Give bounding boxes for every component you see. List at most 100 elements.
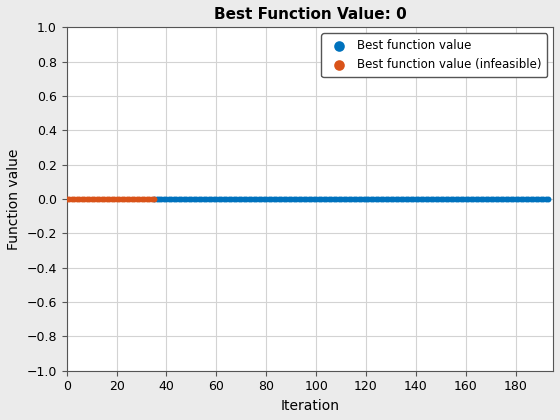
- Best function value (infeasible): [115, 196, 124, 202]
- Best function value: [162, 196, 171, 202]
- Best function value: [170, 196, 179, 202]
- Best function value: [334, 196, 343, 202]
- Best function value: [264, 196, 273, 202]
- Best function value: [254, 196, 263, 202]
- Best function value: [409, 196, 418, 202]
- Best function value: [299, 196, 308, 202]
- Best function value: [469, 196, 478, 202]
- Best function value: [371, 196, 380, 202]
- Best function value: [362, 196, 371, 202]
- Best function value (infeasible): [62, 196, 71, 202]
- Best function value: [479, 196, 488, 202]
- Best function value: [289, 196, 298, 202]
- Best function value (infeasible): [132, 196, 141, 202]
- Best function value: [202, 196, 211, 202]
- Best function value: [282, 196, 291, 202]
- Best function value: [421, 196, 430, 202]
- Best function value: [337, 196, 346, 202]
- Best function value: [197, 196, 206, 202]
- Best function value: [519, 196, 528, 202]
- Best function value: [187, 196, 196, 202]
- Best function value (infeasible): [137, 196, 146, 202]
- Best function value: [454, 196, 463, 202]
- Best function value: [456, 196, 465, 202]
- Best function value: [199, 196, 208, 202]
- Best function value: [366, 196, 375, 202]
- Best function value: [506, 196, 515, 202]
- Best function value: [412, 196, 421, 202]
- Best function value: [272, 196, 281, 202]
- Best function value: [326, 196, 335, 202]
- Best function value: [369, 196, 378, 202]
- Best function value: [441, 196, 450, 202]
- Best function value (infeasible): [87, 196, 96, 202]
- Best function value: [294, 196, 303, 202]
- Best function value: [501, 196, 510, 202]
- Best function value: [521, 196, 530, 202]
- Best function value: [466, 196, 475, 202]
- Best function value: [339, 196, 348, 202]
- Best function value (infeasible): [122, 196, 131, 202]
- Best function value: [321, 196, 330, 202]
- Best function value: [234, 196, 243, 202]
- Best function value: [402, 196, 410, 202]
- Best function value: [312, 196, 321, 202]
- Best function value: [207, 196, 216, 202]
- Best function value: [476, 196, 485, 202]
- Best function value: [417, 196, 426, 202]
- Best function value (infeasible): [100, 196, 109, 202]
- Best function value: [449, 196, 458, 202]
- Best function value: [284, 196, 293, 202]
- Best function value: [359, 196, 368, 202]
- Best function value: [297, 196, 306, 202]
- Best function value: [214, 196, 223, 202]
- Best function value: [242, 196, 251, 202]
- Best function value: [217, 196, 226, 202]
- Best function value (infeasible): [85, 196, 94, 202]
- Best function value (infeasible): [97, 196, 106, 202]
- Best function value: [396, 196, 405, 202]
- Best function value: [494, 196, 503, 202]
- Best function value (infeasible): [147, 196, 156, 202]
- Best function value: [429, 196, 438, 202]
- Best function value: [539, 196, 548, 202]
- Best function value (infeasible): [117, 196, 126, 202]
- Best function value: [439, 196, 448, 202]
- Best function value: [534, 196, 543, 202]
- Best function value: [541, 196, 550, 202]
- Best function value (infeasible): [105, 196, 114, 202]
- X-axis label: Iteration: Iteration: [281, 399, 339, 413]
- Best function value: [212, 196, 221, 202]
- Best function value: [292, 196, 301, 202]
- Best function value: [192, 196, 201, 202]
- Best function value: [484, 196, 493, 202]
- Best function value: [524, 196, 533, 202]
- Best function value: [431, 196, 440, 202]
- Best function value: [514, 196, 522, 202]
- Best function value: [150, 196, 158, 202]
- Best function value: [152, 196, 161, 202]
- Best function value: [503, 196, 512, 202]
- Best function value: [204, 196, 213, 202]
- Best function value: [167, 196, 176, 202]
- Best function value: [424, 196, 433, 202]
- Best function value: [434, 196, 443, 202]
- Best function value: [499, 196, 508, 202]
- Best function value: [474, 196, 483, 202]
- Best function value: [175, 196, 184, 202]
- Best function value: [160, 196, 169, 202]
- Best function value (infeasible): [124, 196, 133, 202]
- Best function value: [446, 196, 455, 202]
- Best function value (infeasible): [129, 196, 138, 202]
- Best function value: [230, 196, 239, 202]
- Best function value: [491, 196, 500, 202]
- Best function value: [374, 196, 383, 202]
- Best function value: [182, 196, 191, 202]
- Best function value: [544, 196, 553, 202]
- Best function value: [262, 196, 270, 202]
- Best function value: [277, 196, 286, 202]
- Best function value (infeasible): [120, 196, 129, 202]
- Best function value (infeasible): [65, 196, 74, 202]
- Best function value: [379, 196, 388, 202]
- Best function value (infeasible): [102, 196, 111, 202]
